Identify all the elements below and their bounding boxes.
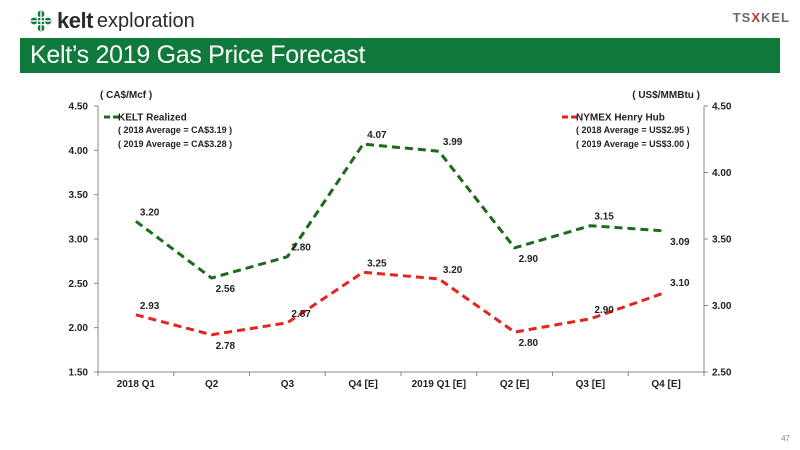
legend-average-note: ( 2019 Average = CA$3.28 ) xyxy=(118,139,232,149)
x-tick-label: Q2 xyxy=(205,379,219,390)
left-tick-label: 2.50 xyxy=(69,279,89,290)
title-bar: Kelt’s 2019 Gas Price Forecast xyxy=(20,38,780,73)
right-tick-label: 3.50 xyxy=(712,235,732,246)
left-tick-label: 1.50 xyxy=(69,368,89,379)
right-tick-label: 4.00 xyxy=(712,168,732,179)
data-label: 3.25 xyxy=(367,258,387,269)
right-tick-label: 2.50 xyxy=(712,368,732,379)
x-tick-label: Q4 [E] xyxy=(651,379,680,390)
exchange-mark: X xyxy=(751,10,761,25)
right-tick-label: 4.50 xyxy=(712,102,732,113)
left-tick-label: 2.00 xyxy=(69,323,89,334)
data-label: 3.20 xyxy=(140,207,160,218)
data-label: 3.20 xyxy=(443,265,463,276)
x-tick-label: Q3 [E] xyxy=(576,379,605,390)
data-label: 2.90 xyxy=(594,305,614,316)
left-axis-label: ( CA$/Mcf ) xyxy=(100,90,152,101)
x-tick-label: Q2 [E] xyxy=(500,379,529,390)
left-tick-label: 3.00 xyxy=(69,235,89,246)
x-tick-label: 2019 Q1 [E] xyxy=(412,379,466,390)
kelt-leaf-icon xyxy=(30,10,52,32)
x-tick-label: 2018 Q1 xyxy=(117,379,156,390)
logo-wordmark-bold: kelt xyxy=(57,8,93,33)
legend-average-note: ( 2019 Average = US$3.00 ) xyxy=(576,139,690,149)
right-axis-label: ( US$/MMBtu ) xyxy=(632,90,700,101)
nymex-legend-name: NYMEX Henry Hub xyxy=(576,113,665,124)
data-label: 4.07 xyxy=(367,130,387,141)
exchange-ticker: KEL xyxy=(761,10,790,25)
page-number: 47 xyxy=(781,434,790,443)
legend-average-note: ( 2018 Average = US$2.95 ) xyxy=(576,125,690,135)
data-label: 3.99 xyxy=(443,137,463,148)
data-label: 3.09 xyxy=(670,237,690,248)
data-label: 2.78 xyxy=(216,341,236,352)
kelt-legend-name: KELT Realized xyxy=(118,113,187,124)
data-label: 2.80 xyxy=(291,243,311,254)
left-tick-label: 3.50 xyxy=(69,190,89,201)
company-logo: kelt exploration xyxy=(30,8,195,34)
x-tick-label: Q4 [E] xyxy=(348,379,377,390)
data-label: 2.56 xyxy=(216,284,236,295)
exchange-prefix: TS xyxy=(732,10,752,25)
exchange-badge: TSXKEL xyxy=(733,10,790,25)
data-label: 2.90 xyxy=(519,254,539,265)
kelt-realized-line xyxy=(134,142,667,280)
data-label: 3.15 xyxy=(594,212,614,223)
legend-average-note: ( 2018 Average = CA$3.19 ) xyxy=(118,125,232,135)
x-tick-label: Q3 xyxy=(281,379,295,390)
left-tick-label: 4.50 xyxy=(69,102,89,113)
data-label: 2.80 xyxy=(519,338,539,349)
data-label: 3.10 xyxy=(670,278,690,289)
data-label: 2.87 xyxy=(291,309,311,320)
page-title: Kelt’s 2019 Gas Price Forecast xyxy=(30,41,366,69)
logo-wordmark-light: exploration xyxy=(96,9,195,32)
data-label: 2.93 xyxy=(140,301,160,312)
nymex-henry-hub-line xyxy=(135,270,667,337)
right-tick-label: 3.00 xyxy=(712,301,732,312)
left-tick-label: 4.00 xyxy=(69,146,89,157)
